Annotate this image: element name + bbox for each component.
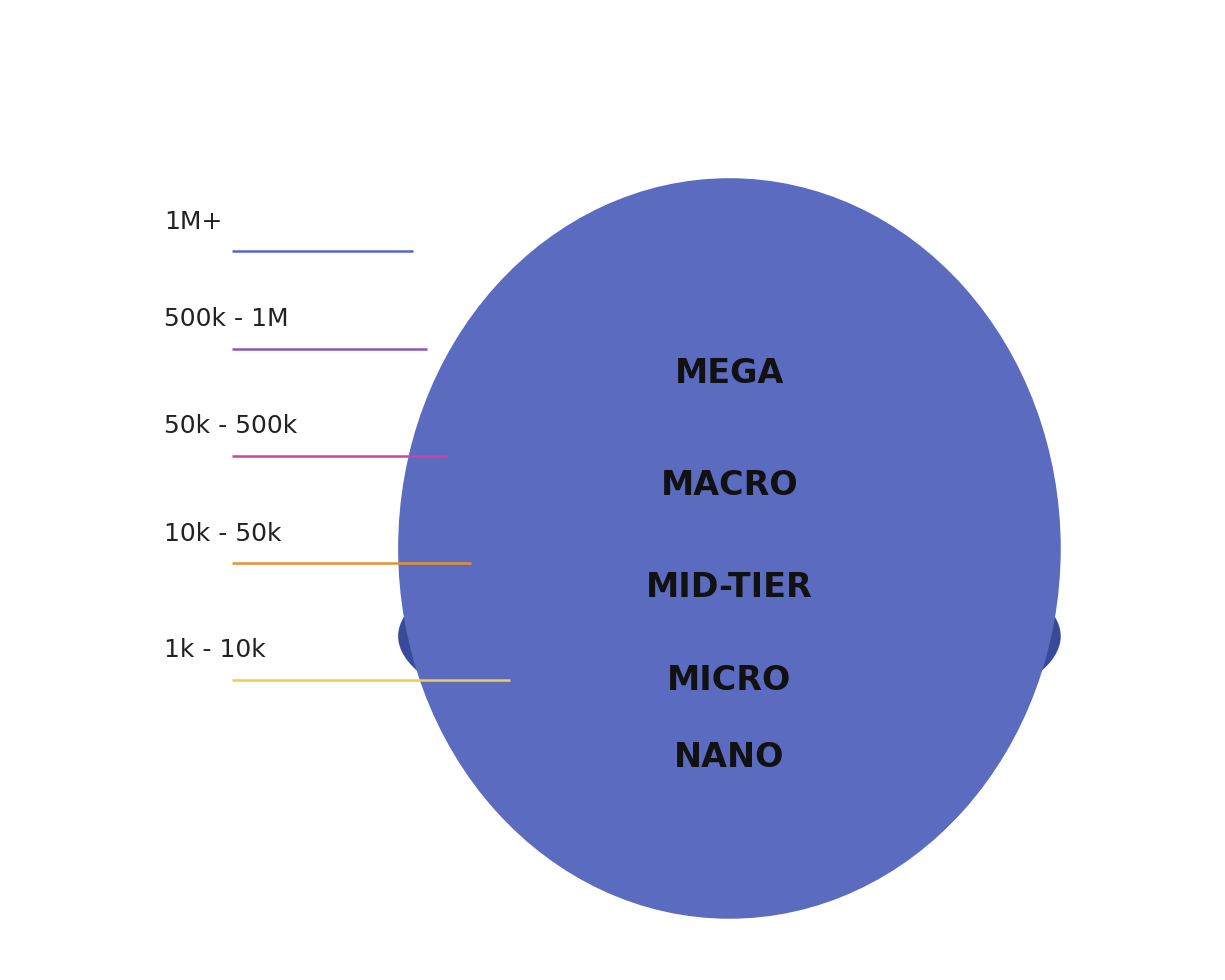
Ellipse shape — [572, 448, 887, 805]
Text: MICRO: MICRO — [668, 663, 791, 697]
Ellipse shape — [627, 645, 832, 710]
Text: MACRO: MACRO — [660, 468, 799, 502]
Text: MID-TIER: MID-TIER — [646, 571, 813, 604]
Text: 500k - 1M: 500k - 1M — [164, 307, 289, 331]
Ellipse shape — [398, 178, 1061, 919]
Text: 50k - 500k: 50k - 500k — [164, 415, 298, 438]
Ellipse shape — [452, 261, 1007, 885]
Text: NANO: NANO — [674, 742, 785, 774]
Ellipse shape — [510, 349, 948, 846]
Text: 1k - 10k: 1k - 10k — [164, 639, 266, 662]
Ellipse shape — [510, 586, 948, 725]
Text: 10k - 50k: 10k - 50k — [164, 521, 282, 546]
Text: MEGA: MEGA — [675, 357, 784, 390]
Ellipse shape — [398, 532, 1061, 740]
Text: 1M+: 1M+ — [164, 210, 223, 233]
Ellipse shape — [452, 559, 1007, 733]
Ellipse shape — [572, 620, 887, 720]
Ellipse shape — [627, 529, 832, 762]
